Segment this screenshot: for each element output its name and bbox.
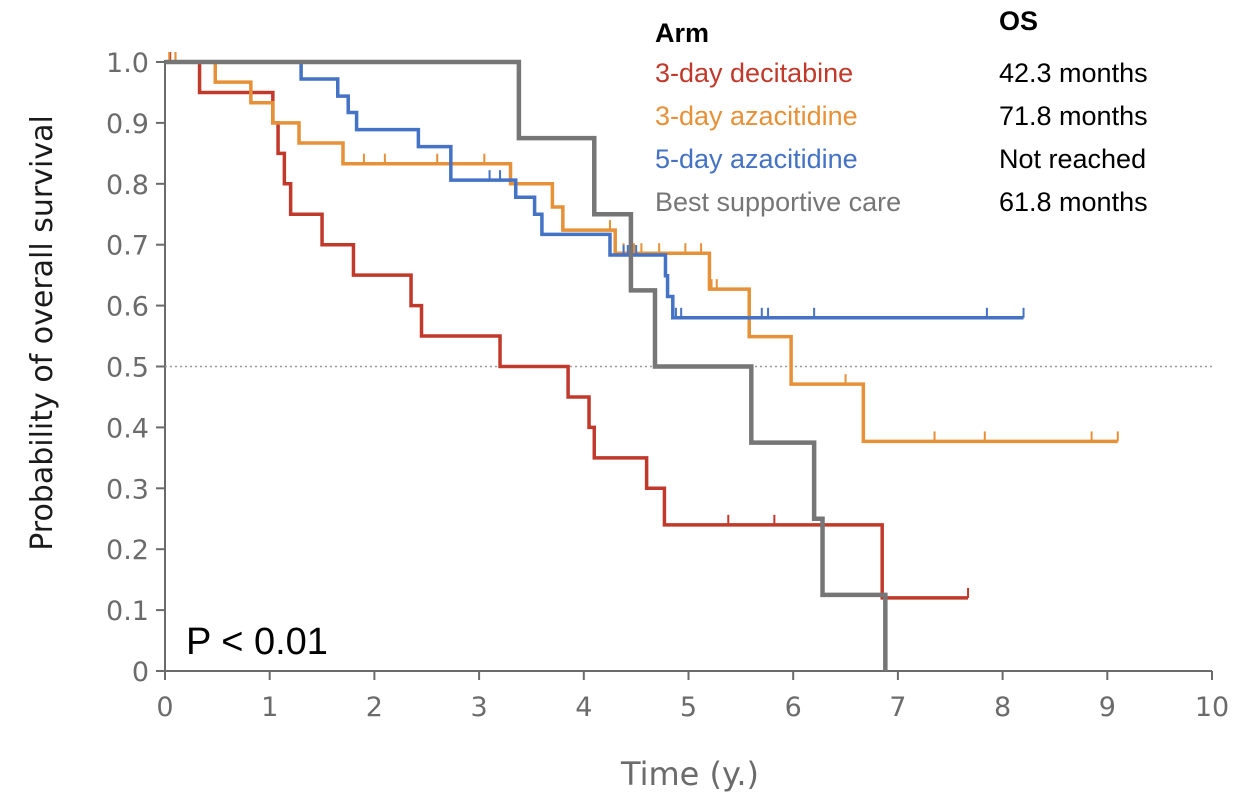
y-tick-label: 0.2 bbox=[106, 535, 149, 566]
y-tick-label: 0.4 bbox=[106, 413, 149, 444]
x-tick-label: 5 bbox=[680, 692, 697, 723]
x-axis-title: Time (y.) bbox=[620, 755, 759, 792]
series-5-day-azacitidine bbox=[165, 60, 1025, 320]
legend-header-os: OS bbox=[999, 6, 1038, 36]
y-tick-label: 0.7 bbox=[106, 231, 149, 262]
series-3-day-decitabine bbox=[165, 52, 970, 600]
legend-label-bsc: Best supportive care bbox=[655, 187, 901, 217]
series-best-supportive-care bbox=[165, 59, 888, 671]
x-tick-label: 2 bbox=[366, 692, 383, 723]
x-tick-label: 10 bbox=[1195, 692, 1229, 723]
survival-curve-5-day-azacitidine bbox=[165, 60, 1024, 320]
x-tick-label: 7 bbox=[889, 692, 906, 723]
survival-curve-3-day-decitabine bbox=[165, 60, 969, 600]
y-tick-label: 0.8 bbox=[106, 170, 149, 201]
x-tick-label: 1 bbox=[261, 692, 278, 723]
x-tick-label: 6 bbox=[785, 692, 802, 723]
p-value-annotation: P < 0.01 bbox=[186, 621, 328, 663]
x-tick-label: 9 bbox=[1099, 692, 1116, 723]
x-tick-label: 8 bbox=[994, 692, 1011, 723]
legend-header-arm: Arm bbox=[655, 18, 709, 48]
y-tick-label: 1.0 bbox=[106, 48, 149, 79]
survival-curve-3-day-azacitidine bbox=[165, 60, 1118, 444]
y-tick-label: 0.5 bbox=[106, 353, 149, 384]
y-axis-title: Probability of overall survival bbox=[25, 115, 60, 551]
survival-curve-best-supportive-care bbox=[165, 59, 888, 671]
legend-label-decitabine: 3-day decitabine bbox=[655, 58, 853, 88]
legend-os-5day-azacitidine: Not reached bbox=[999, 144, 1146, 174]
x-tick-label: 0 bbox=[156, 692, 173, 723]
y-tick-label: 0.3 bbox=[106, 474, 149, 505]
legend: Arm OS 3-day decitabine 3-day azacitidin… bbox=[655, 6, 1148, 217]
y-tick-label: 0.9 bbox=[106, 109, 149, 140]
y-ticks: 0 0.1 0.2 0.3 0.4 0.5 0.6 0.7 0.8 0.9 1.0 bbox=[106, 48, 165, 688]
survival-curves bbox=[165, 52, 1119, 671]
series-3-day-azacitidine bbox=[165, 52, 1119, 444]
legend-label-3day-azacitidine: 3-day azacitidine bbox=[655, 101, 858, 131]
y-tick-label: 0 bbox=[132, 657, 149, 688]
legend-label-5day-azacitidine: 5-day azacitidine bbox=[655, 144, 858, 174]
x-tick-label: 3 bbox=[471, 692, 488, 723]
legend-os-bsc: 61.8 months bbox=[999, 187, 1148, 217]
x-tick-label: 4 bbox=[575, 692, 592, 723]
x-ticks: 0 1 2 3 4 5 6 7 8 9 10 bbox=[156, 671, 1229, 723]
legend-os-3day-azacitidine: 71.8 months bbox=[999, 101, 1148, 131]
y-tick-label: 0.6 bbox=[106, 292, 149, 323]
legend-os-decitabine: 42.3 months bbox=[999, 58, 1148, 88]
y-tick-label: 0.1 bbox=[106, 596, 149, 627]
